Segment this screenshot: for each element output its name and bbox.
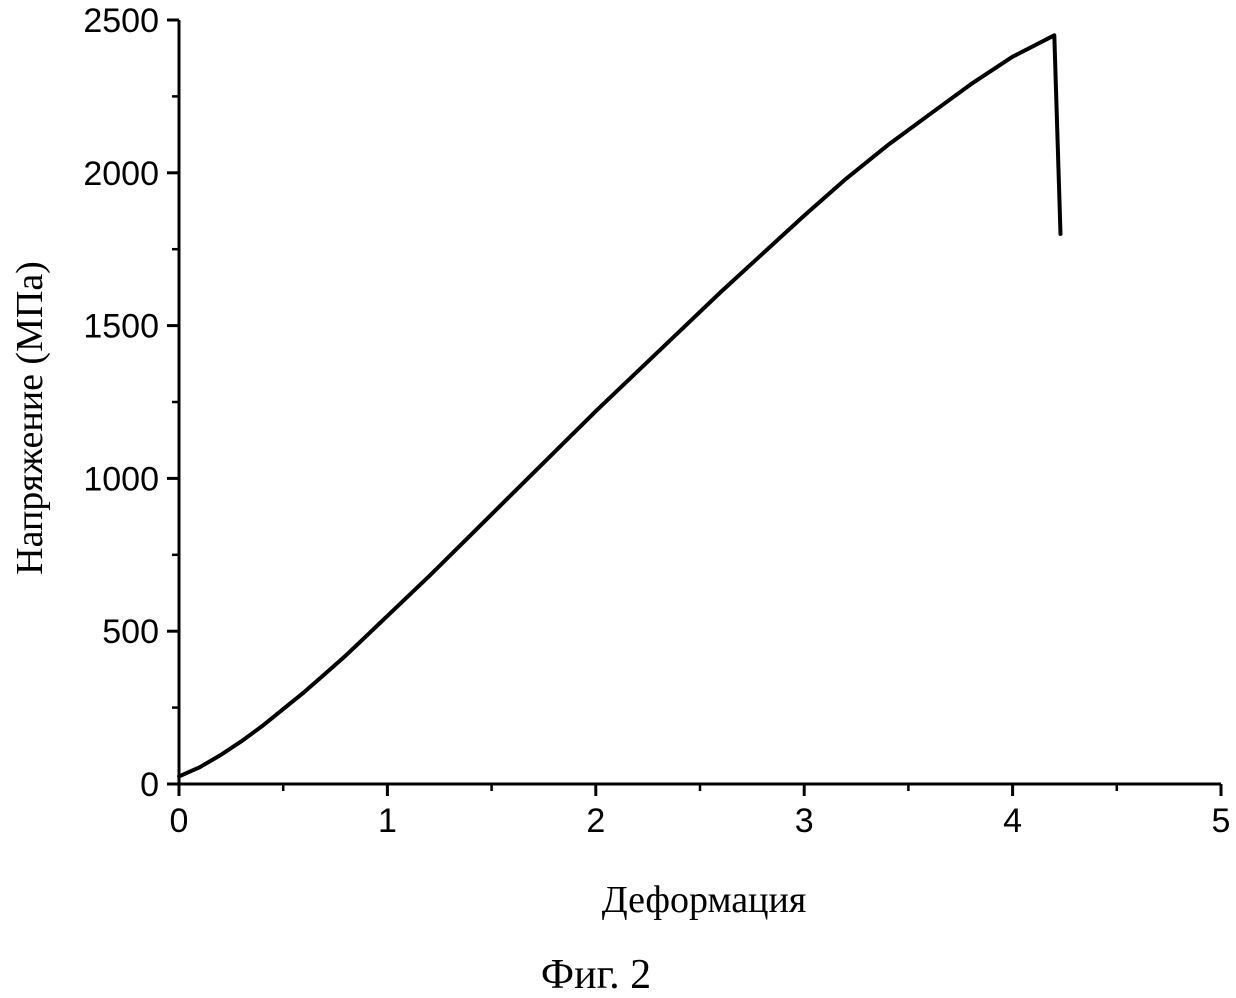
x-tick-label: 4	[1003, 802, 1022, 840]
x-tick-label: 3	[795, 802, 814, 840]
plot-area	[179, 35, 1061, 776]
y-tick-label: 1500	[83, 308, 159, 346]
y-tick-label: 1000	[83, 460, 159, 498]
y-tick-label: 2000	[83, 155, 159, 193]
x-axis-ticks: 0 1 2 3 4 5	[170, 784, 1231, 840]
x-tick-label: 5	[1212, 802, 1231, 840]
x-tick-label: 2	[586, 802, 605, 840]
axes	[179, 20, 1221, 784]
y-tick-label: 0	[140, 766, 159, 804]
y-tick-label: 500	[102, 613, 159, 651]
x-axis-label: Деформация	[602, 879, 807, 921]
x-tick-label: 0	[170, 802, 189, 840]
y-axis-label: Напряжение (МПа)	[9, 261, 51, 575]
stress-strain-curve	[179, 35, 1061, 776]
x-tick-label: 1	[378, 802, 397, 840]
y-axis-ticks: 0 500 1000 1500 2000 2500	[83, 2, 179, 804]
figure-caption: Фиг. 2	[541, 952, 651, 998]
y-tick-label: 2500	[83, 2, 159, 40]
